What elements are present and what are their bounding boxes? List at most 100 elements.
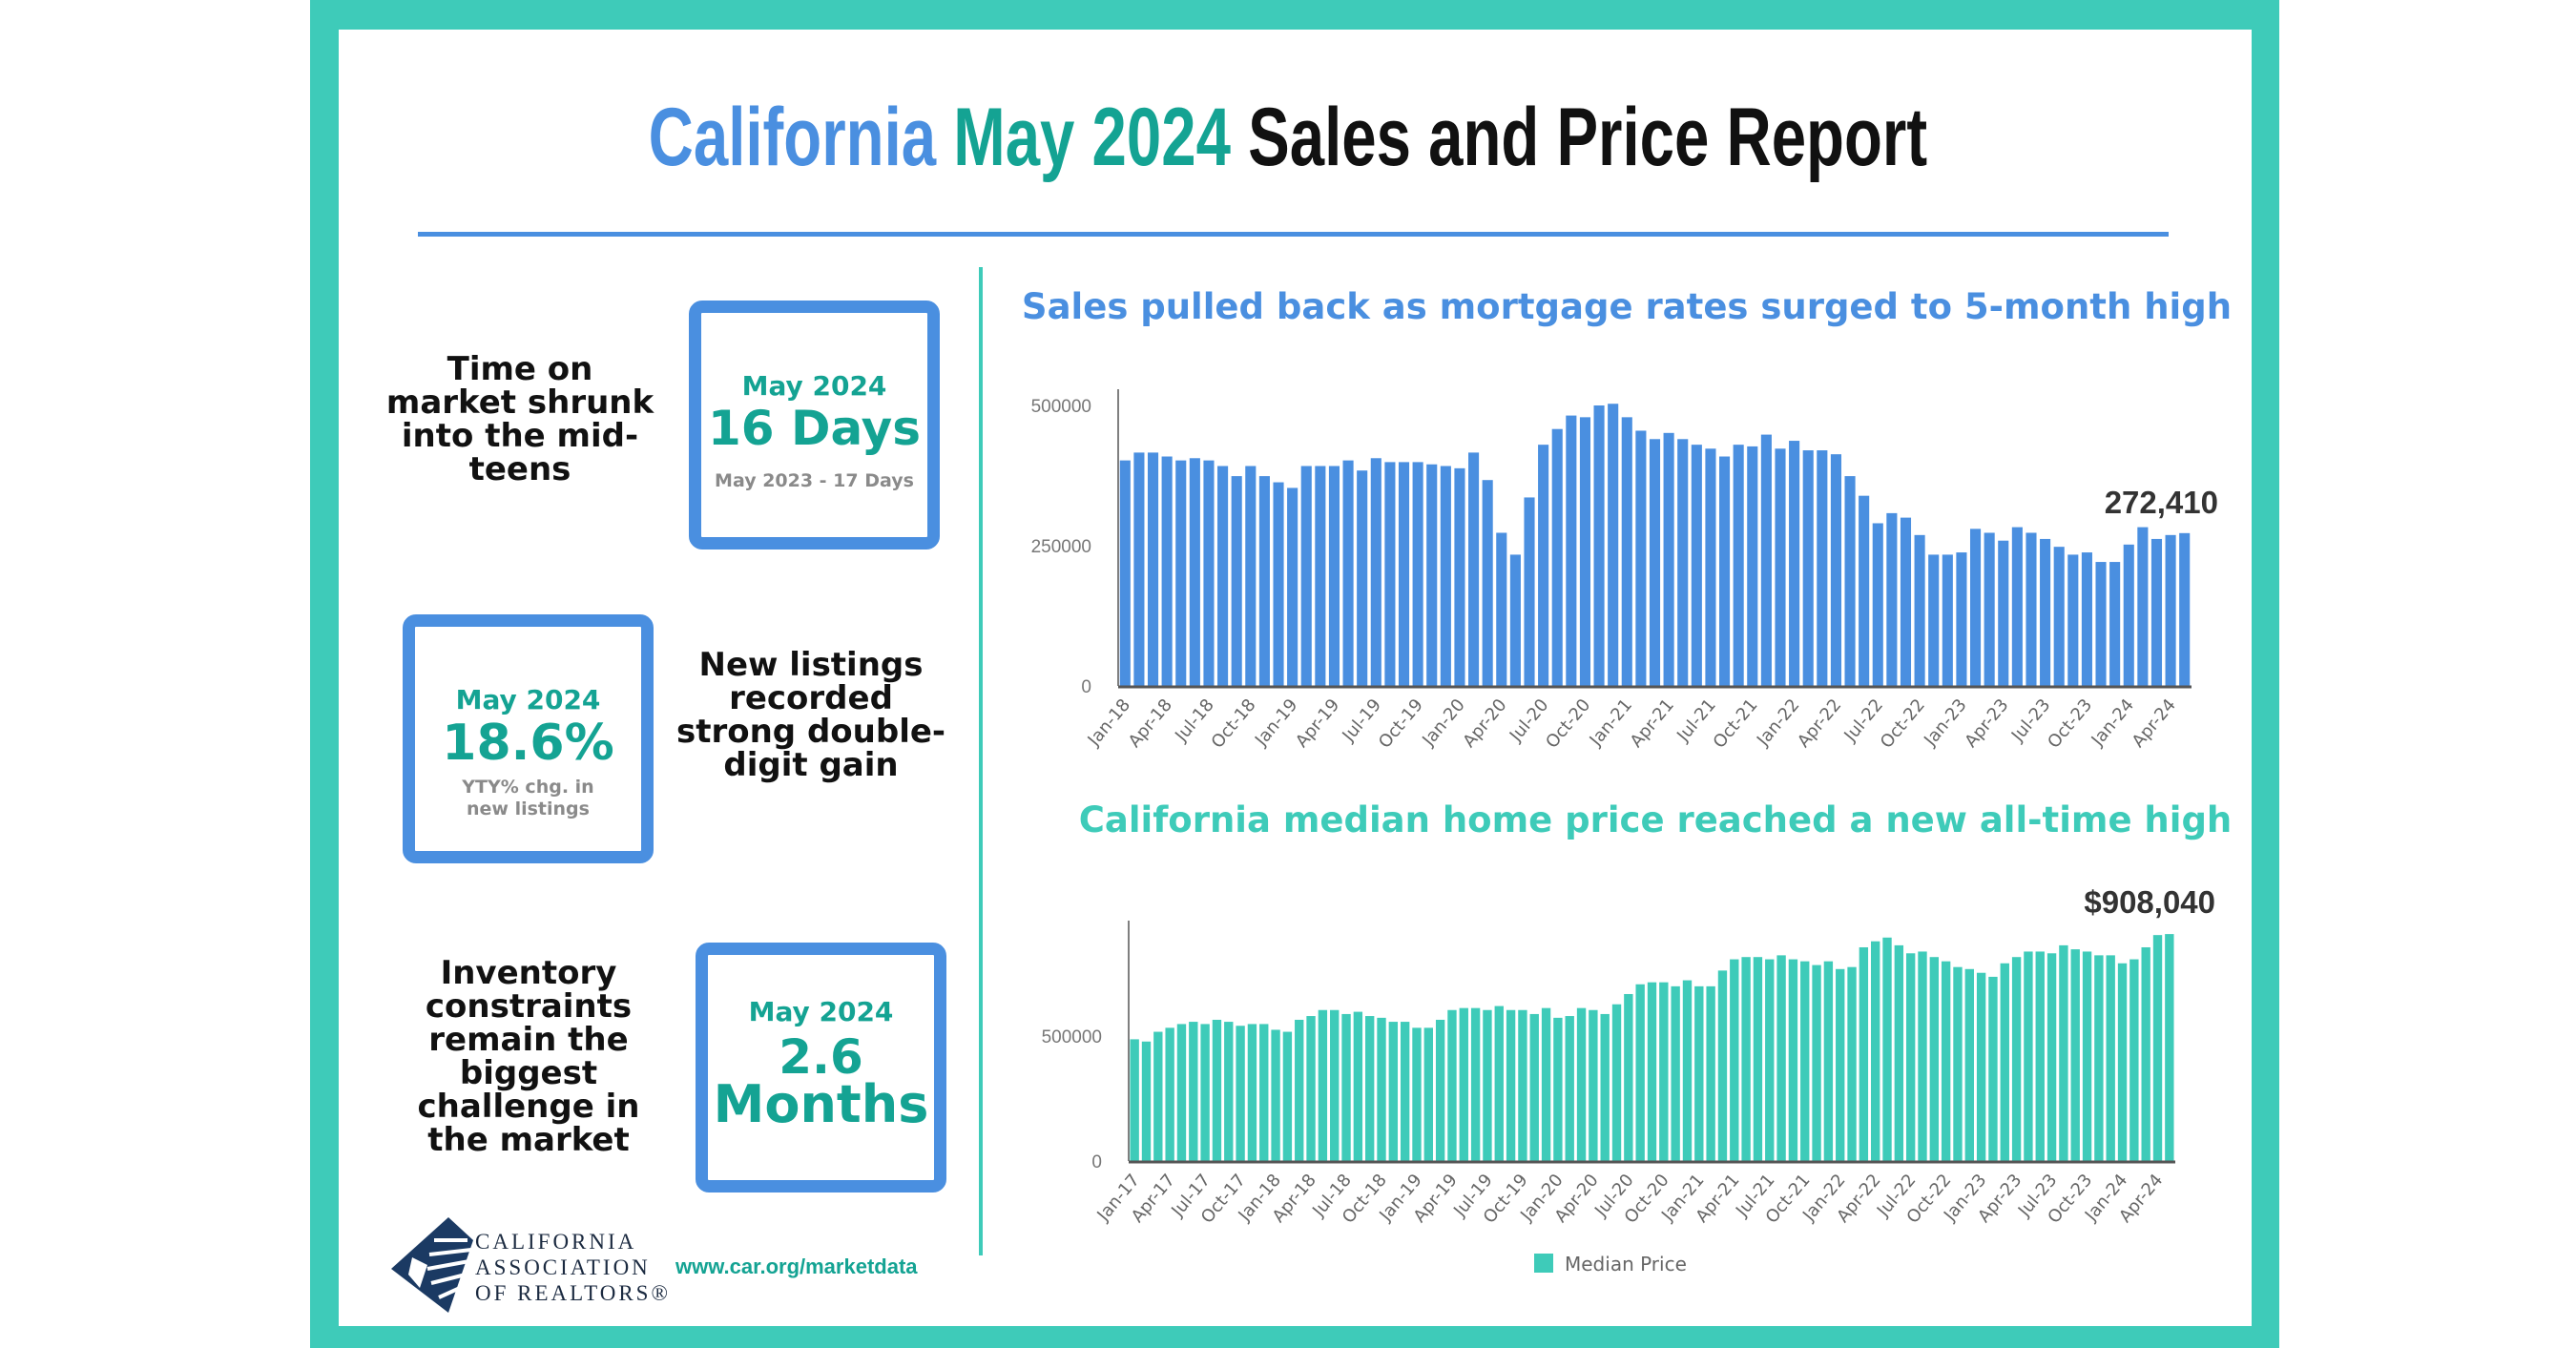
x-tick-label: Apr-19 xyxy=(1292,695,1343,752)
bar xyxy=(1454,467,1465,686)
title-report: Sales and Price Report xyxy=(1248,92,1928,183)
bar xyxy=(1942,554,1953,686)
bar xyxy=(1353,1011,1363,1161)
bar xyxy=(1147,452,1159,686)
bar xyxy=(1998,540,2009,686)
bar xyxy=(1384,462,1396,686)
logo-text: CALIFORNIA ASSOCIATION OF REALTORS® xyxy=(475,1229,671,1306)
bar xyxy=(1817,450,1828,686)
x-tick-label: Jan-18 xyxy=(1084,695,1134,751)
bar xyxy=(1905,953,1916,1161)
title-period: May 2024 xyxy=(953,92,1232,183)
bar xyxy=(1161,456,1173,686)
stat-value: 2.6 xyxy=(779,1029,863,1085)
bar xyxy=(1258,476,1270,686)
legend-swatch xyxy=(1534,1254,1553,1273)
bar xyxy=(1776,955,1786,1161)
bar xyxy=(1459,1007,1468,1161)
bar xyxy=(1295,1019,1304,1161)
y-tick-label: 0 xyxy=(1081,677,1091,697)
x-tick-label: Apr-23 xyxy=(1961,695,2012,752)
bar xyxy=(1733,445,1744,686)
x-tick-label: Oct-21 xyxy=(1710,695,1762,753)
stat-period: May 2024 xyxy=(748,996,894,1027)
bar xyxy=(1969,529,1982,686)
bar xyxy=(1318,1009,1328,1161)
bar xyxy=(2094,955,2104,1161)
bar xyxy=(1730,959,1739,1161)
column-divider xyxy=(979,267,983,1255)
bar xyxy=(1753,957,1763,1161)
bar xyxy=(1370,458,1381,686)
bar xyxy=(2165,934,2174,1161)
bar xyxy=(1315,466,1326,686)
bar xyxy=(1847,966,1857,1161)
bar xyxy=(1886,512,1898,686)
bar xyxy=(1245,466,1257,686)
market-data-link[interactable]: www.car.org/marketdata xyxy=(675,1255,918,1278)
y-tick-label: 500000 xyxy=(1042,1027,1102,1047)
page-title: California May 2024 Sales and Price Repo… xyxy=(0,91,2576,185)
price-chart-title: California median home price reached a n… xyxy=(1078,799,2233,840)
x-tick-label: Jan-24 xyxy=(2088,695,2138,751)
bar xyxy=(1377,1017,1386,1161)
bar xyxy=(1976,972,1986,1161)
bar xyxy=(2040,538,2051,686)
bar xyxy=(1635,984,1645,1161)
bar xyxy=(1593,405,1605,686)
bar xyxy=(1141,1041,1152,1161)
bar xyxy=(2137,527,2149,686)
bar xyxy=(1871,941,1880,1161)
bar xyxy=(1224,1022,1234,1161)
bar xyxy=(2123,544,2134,686)
bar xyxy=(2106,955,2115,1161)
bar xyxy=(1812,964,1821,1161)
bar xyxy=(2059,944,2068,1161)
bar xyxy=(1914,534,1925,686)
bar xyxy=(1671,985,1680,1161)
stat-period: May 2024 xyxy=(455,684,601,715)
bar xyxy=(1566,415,1577,686)
bar xyxy=(1236,1026,1245,1161)
logo-line: ASSOCIATION xyxy=(475,1255,651,1279)
bar xyxy=(1400,1022,1410,1161)
x-tick-label: Jan-23 xyxy=(1920,695,1970,751)
bar xyxy=(1589,1009,1598,1161)
bar xyxy=(1341,1013,1351,1161)
bar xyxy=(1717,970,1728,1161)
bar xyxy=(1611,1004,1622,1161)
bar xyxy=(1741,957,1751,1161)
logo-line: CALIFORNIA xyxy=(475,1230,637,1254)
logo-line: OF REALTORS® xyxy=(475,1281,671,1305)
x-tick-label: Oct-18 xyxy=(1208,695,1260,753)
bar xyxy=(1576,1007,1587,1161)
legend-label: Median Price xyxy=(1565,1253,1687,1275)
bar xyxy=(1287,487,1298,686)
bar xyxy=(1859,946,1869,1161)
bar xyxy=(1282,1031,1293,1161)
x-tick-label: Apr-24 xyxy=(2129,695,2180,752)
bar xyxy=(1765,959,1775,1161)
bar xyxy=(1918,951,1927,1161)
stat-box-new-listings: May 2024 18.6% YTY% chg. in new listings xyxy=(403,614,654,863)
bar xyxy=(1259,1024,1269,1161)
bar xyxy=(1440,466,1451,686)
bar xyxy=(1494,1006,1504,1161)
bar xyxy=(2046,953,2057,1161)
bar xyxy=(1412,1027,1422,1161)
bar xyxy=(1647,982,1657,1161)
bar xyxy=(1941,961,1951,1161)
x-tick-label: Oct-20 xyxy=(1542,695,1594,753)
x-tick-label: Apr-22 xyxy=(1794,695,1845,752)
bar xyxy=(1357,470,1368,686)
bar xyxy=(2011,527,2023,686)
stat-value: 16 Days xyxy=(707,401,922,456)
bar xyxy=(1682,980,1693,1161)
bar xyxy=(1836,968,1845,1161)
bar xyxy=(1412,462,1423,686)
bar xyxy=(2179,532,2191,686)
bar xyxy=(1872,523,1883,686)
x-tick-label: Apr-21 xyxy=(1627,695,1678,752)
bar xyxy=(1705,448,1716,686)
